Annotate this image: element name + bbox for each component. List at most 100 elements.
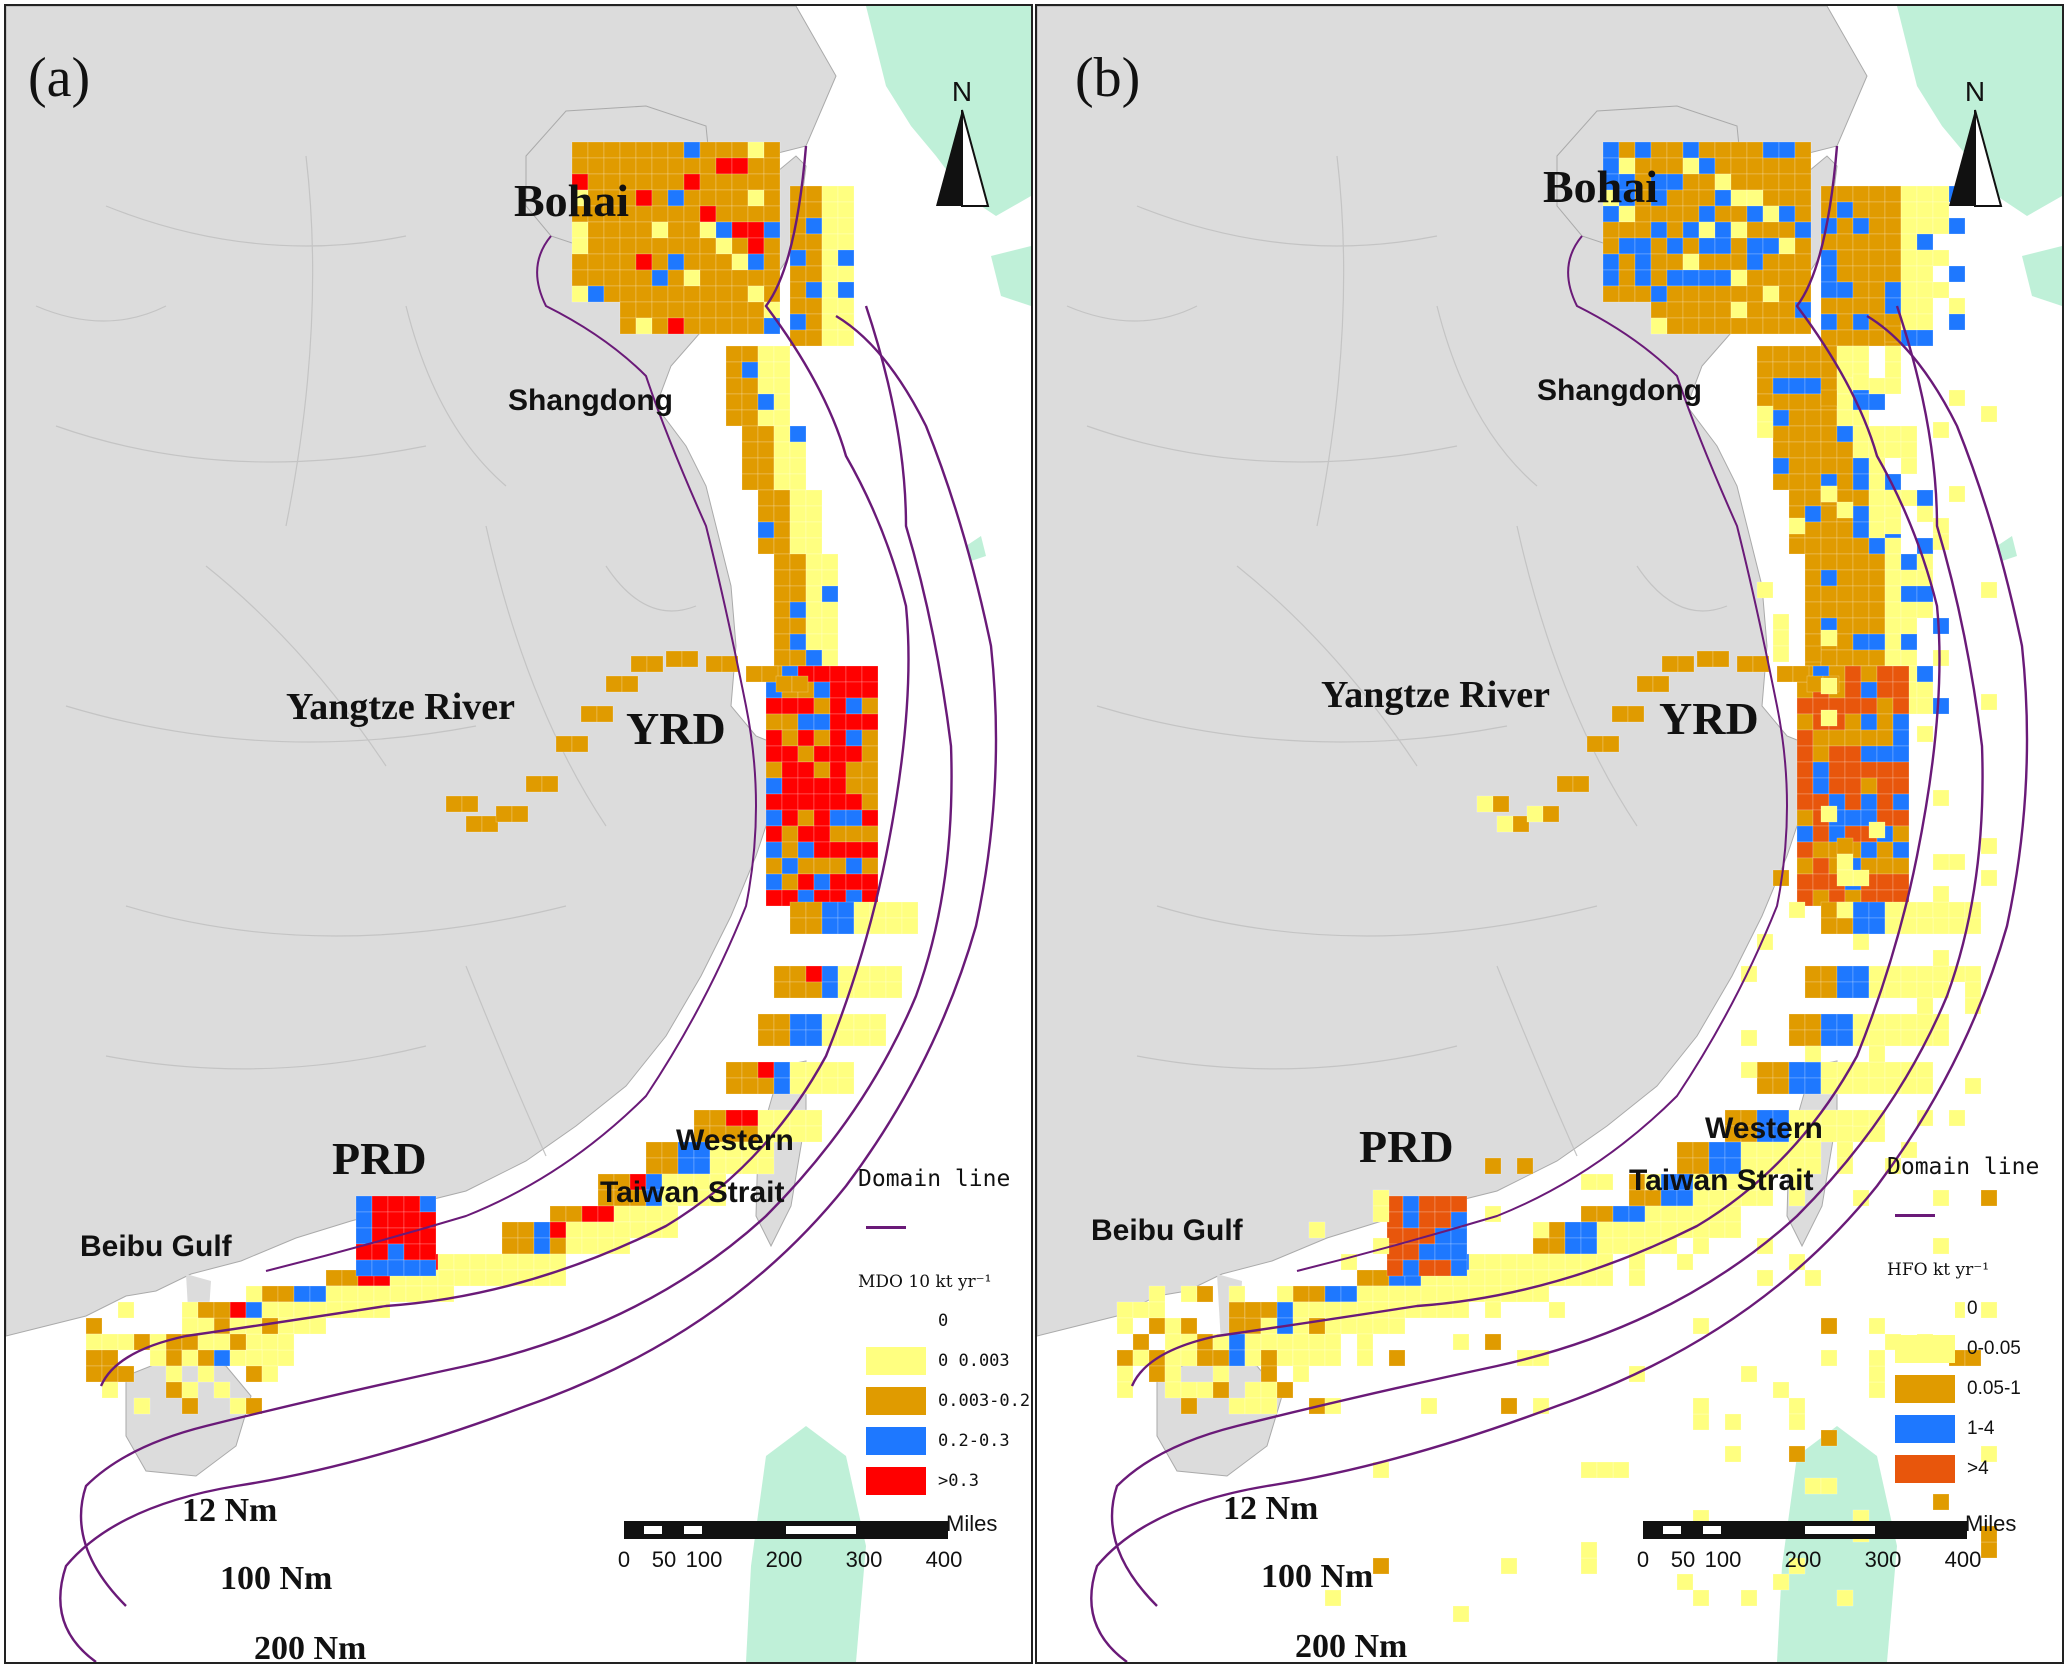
- grid-cell: [1820, 313, 1838, 331]
- grid-cell: [1884, 425, 1902, 443]
- grid-cell: [763, 205, 781, 223]
- grid-cell: [1714, 317, 1732, 335]
- grid-cell: [747, 269, 765, 287]
- grid-cell: [1868, 553, 1886, 571]
- province-boundary: [105, 1045, 427, 1070]
- grid-cell: [1698, 141, 1716, 159]
- grid-cell: [1602, 269, 1620, 287]
- grid-cell: [789, 601, 807, 619]
- grid-cell: [1852, 981, 1870, 999]
- grid-cell: [635, 173, 653, 191]
- label-prd: PRD: [1359, 1121, 1454, 1172]
- scale-unit: Miles: [1965, 1511, 2017, 1536]
- grid-cell: [1308, 1285, 1326, 1303]
- grid-cell: [1852, 345, 1870, 363]
- grid-cell: [1820, 521, 1838, 539]
- grid-cell: [1868, 965, 1886, 983]
- grid-cell: [1868, 1045, 1886, 1063]
- grid-cell: [1292, 1365, 1310, 1383]
- grid-cell: [741, 441, 759, 459]
- grid-cell: [1852, 569, 1870, 587]
- grid-cell: [630, 655, 648, 673]
- grid-cell: [85, 1333, 103, 1351]
- grid-cell: [1386, 1211, 1404, 1229]
- grid-cell: [845, 665, 863, 683]
- grid-cell: [1844, 665, 1862, 683]
- grid-cell: [213, 1349, 231, 1367]
- grid-cell: [1794, 173, 1812, 191]
- grid-cell: [651, 141, 669, 159]
- korea-landmass: [1897, 6, 2062, 216]
- grid-cell: [1884, 633, 1902, 651]
- grid-cell: [829, 809, 847, 827]
- grid-cell: [1276, 1349, 1294, 1367]
- grid-cell: [853, 1029, 871, 1047]
- grid-cell: [1730, 189, 1748, 207]
- grid-cell: [741, 361, 759, 379]
- grid-cell: [861, 793, 879, 811]
- grid-cell: [1820, 297, 1838, 315]
- grid-cell: [861, 713, 879, 731]
- grid-cell: [373, 1301, 391, 1319]
- grid-cell: [853, 981, 871, 999]
- grid-cell: [213, 1381, 231, 1399]
- grid-cell: [1820, 601, 1838, 619]
- grid-cell: [757, 521, 775, 539]
- grid-cell: [1852, 505, 1870, 523]
- grid-cell: [1852, 1077, 1870, 1095]
- grid-cell: [517, 1237, 535, 1255]
- grid-cell: [1884, 361, 1902, 379]
- grid-cell: [1788, 345, 1806, 363]
- grid-cell: [1844, 793, 1862, 811]
- grid-cell: [1916, 233, 1934, 251]
- domain-line-200nm: [59, 314, 998, 1662]
- grid-cell: [619, 157, 637, 175]
- grid-cell: [1612, 1237, 1630, 1255]
- grid-cell: [1244, 1333, 1262, 1351]
- grid-cell: [1228, 1301, 1246, 1319]
- grid-cell: [533, 1253, 551, 1271]
- grid-cell: [789, 505, 807, 523]
- grid-cell: [805, 1013, 823, 1031]
- grid-cell: [1788, 489, 1806, 507]
- grid-cell: [1132, 1349, 1150, 1367]
- grid-cell: [1500, 1269, 1518, 1287]
- grid-cell: [1746, 205, 1764, 223]
- grid-cell: [1900, 265, 1918, 283]
- grid-cell: [757, 441, 775, 459]
- grid-cell: [1804, 345, 1822, 363]
- grid-cell: [1796, 777, 1814, 795]
- province-boundary: [1436, 305, 1538, 487]
- grid-cell: [1386, 1195, 1404, 1213]
- grid-cell: [715, 157, 733, 175]
- grid-cell: [1900, 617, 1918, 635]
- grid-cell: [1812, 857, 1830, 875]
- grid-cell: [1820, 217, 1838, 235]
- grid-cell: [1650, 301, 1668, 319]
- grid-cell: [829, 857, 847, 875]
- grid-cell: [1772, 361, 1790, 379]
- emission-grid: [85, 141, 919, 1415]
- grid-cell: [1804, 1045, 1822, 1063]
- grid-cell: [1556, 775, 1574, 793]
- grid-cell: [1948, 217, 1966, 235]
- grid-cell: [1868, 329, 1886, 347]
- grid-cell: [1948, 313, 1966, 331]
- grid-cell: [1452, 1333, 1470, 1351]
- grid-cell: [1804, 1013, 1822, 1031]
- grid-cell: [805, 585, 823, 603]
- grid-cell: [1892, 873, 1910, 891]
- grid-cell: [1804, 537, 1822, 555]
- grid-cell: [763, 237, 781, 255]
- grid-cell: [1876, 697, 1894, 715]
- grid-cell: [1836, 617, 1854, 635]
- grid-cell: [1468, 1269, 1486, 1287]
- grid-cell: [1698, 221, 1716, 239]
- province-boundary: [1136, 1045, 1458, 1070]
- grid-cell: [1772, 1077, 1790, 1095]
- grid-cell: [781, 873, 799, 891]
- grid-cell: [1892, 825, 1910, 843]
- grid-cell: [1860, 729, 1878, 747]
- grid-cell: [1868, 633, 1886, 651]
- grid-cell: [1884, 1013, 1902, 1031]
